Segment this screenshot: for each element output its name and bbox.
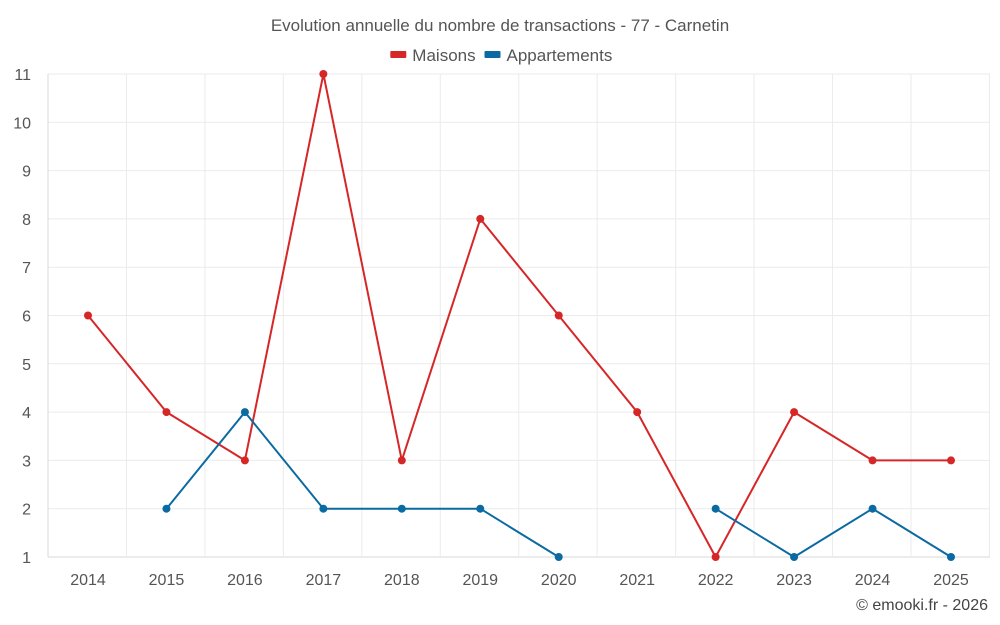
- y-tick-label: 11: [14, 67, 31, 84]
- y-tick-label: 9: [22, 164, 31, 181]
- y-tick-label: 10: [13, 115, 31, 132]
- y-tick-label: 7: [22, 260, 31, 277]
- data-point[interactable]: [397, 504, 406, 513]
- data-point[interactable]: [476, 214, 485, 223]
- data-point[interactable]: [868, 504, 877, 513]
- legend-swatch: [484, 51, 501, 58]
- legend-label: Maisons: [412, 46, 475, 65]
- x-tick-label: 2021: [619, 572, 655, 589]
- x-tick-label: 2019: [462, 572, 498, 589]
- data-point[interactable]: [162, 504, 171, 513]
- data-point[interactable]: [84, 311, 92, 320]
- x-axis: 2014 2015 2016 2017 2018 2019 2020 2021 2022 2023…: [70, 572, 969, 589]
- x-tick-label: 2022: [698, 572, 734, 589]
- x-tick-label: 2017: [306, 572, 342, 589]
- series-line: [87, 73, 951, 558]
- data-point[interactable]: [476, 504, 485, 513]
- x-tick-label: 2014: [70, 572, 106, 589]
- data-point[interactable]: [397, 456, 406, 465]
- data-point[interactable]: [240, 408, 249, 417]
- series-group: [84, 70, 955, 561]
- legend: Maisons Appartements: [390, 46, 612, 65]
- y-tick-label: 8: [22, 212, 31, 229]
- data-point[interactable]: [162, 408, 171, 417]
- x-tick-label: 2018: [384, 572, 420, 589]
- x-tick-label: 2016: [227, 572, 263, 589]
- y-tick-label: 2: [22, 502, 31, 519]
- grid: [47, 73, 990, 558]
- legend-swatch: [390, 51, 407, 58]
- y-tick-label: 4: [22, 405, 31, 422]
- y-tick-label: 1: [22, 550, 31, 567]
- series-maisons: [84, 70, 955, 561]
- x-tick-label: 2020: [541, 572, 577, 589]
- y-tick-label: 3: [22, 453, 31, 470]
- legend-label: Appartements: [507, 46, 613, 65]
- copyright-credit: © emooki.fr - 2026: [856, 597, 988, 614]
- x-tick-label: 2024: [855, 572, 891, 589]
- data-point[interactable]: [711, 504, 720, 513]
- data-point[interactable]: [790, 553, 799, 561]
- data-point[interactable]: [319, 70, 328, 78]
- data-point[interactable]: [554, 311, 563, 320]
- data-point[interactable]: [947, 456, 955, 465]
- data-point[interactable]: [947, 553, 955, 561]
- data-point[interactable]: [633, 408, 642, 417]
- data-point[interactable]: [711, 553, 720, 561]
- y-axis: 1 2 3 4 5 6 7 8 9 10 11: [13, 67, 31, 567]
- y-tick-label: 6: [22, 309, 31, 326]
- x-tick-label: 2015: [149, 572, 185, 589]
- data-point[interactable]: [240, 456, 249, 465]
- legend-item-maisons[interactable]: Maisons: [390, 46, 476, 65]
- data-point[interactable]: [790, 408, 799, 417]
- data-point[interactable]: [868, 456, 877, 465]
- chart-title: Evolution annuelle du nombre de transact…: [271, 16, 729, 35]
- y-tick-label: 5: [22, 357, 31, 374]
- data-point[interactable]: [319, 504, 328, 513]
- x-tick-label: 2023: [776, 572, 812, 589]
- x-tick-label: 2025: [933, 572, 969, 589]
- series-appartements: [162, 408, 955, 561]
- legend-item-appartements[interactable]: Appartements: [484, 46, 613, 65]
- series-line: [165, 411, 952, 558]
- data-point[interactable]: [554, 553, 563, 561]
